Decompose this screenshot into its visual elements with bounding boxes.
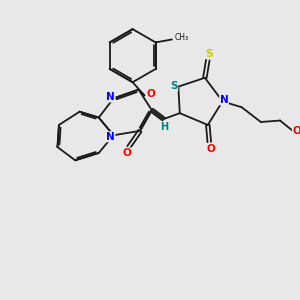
Text: N: N	[220, 95, 228, 105]
Text: H: H	[160, 122, 168, 132]
Text: S: S	[170, 81, 178, 91]
Text: N: N	[106, 92, 115, 102]
Text: O: O	[123, 148, 132, 158]
Text: O: O	[206, 143, 215, 154]
Text: CH₃: CH₃	[174, 34, 188, 43]
Text: S: S	[206, 49, 213, 58]
Text: O: O	[292, 126, 300, 136]
Text: O: O	[146, 89, 155, 99]
Text: N: N	[106, 132, 115, 142]
